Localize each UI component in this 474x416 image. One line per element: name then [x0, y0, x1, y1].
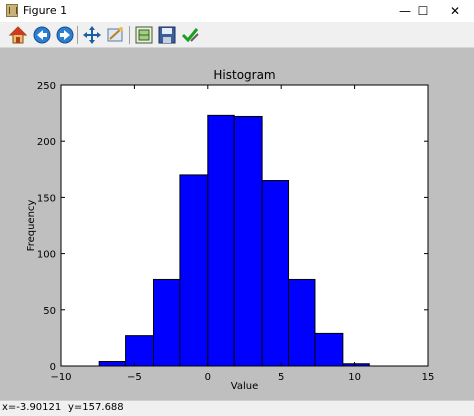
forward-icon	[56, 26, 74, 44]
x-tick-label: 5	[278, 372, 284, 383]
cursor-y-readout: y=157.688	[68, 402, 124, 413]
cursor-x-readout: x=-3.90121	[2, 402, 62, 413]
histogram-bar	[152, 278, 181, 367]
home-icon	[8, 26, 28, 44]
status-bar: x=-3.90121 y=157.688	[0, 400, 474, 416]
home-button[interactable]	[8, 25, 28, 45]
subplots-icon	[135, 26, 153, 44]
save-button[interactable]	[157, 25, 177, 45]
pan-icon	[83, 26, 101, 44]
edit-button[interactable]	[180, 25, 200, 45]
forward-button[interactable]	[55, 25, 75, 45]
pan-button[interactable]	[82, 25, 102, 45]
x-tick-label: 10	[348, 372, 361, 383]
x-tick-label: 15	[422, 372, 435, 383]
back-icon	[33, 26, 51, 44]
y-tick-label: 200	[37, 137, 56, 148]
histogram-bar	[207, 114, 235, 367]
histogram-bar	[314, 332, 344, 367]
edit-check-icon	[181, 28, 199, 43]
title-bar: Figure 1 — ☐ ✕	[0, 0, 474, 22]
x-tick-label: −5	[127, 372, 142, 383]
maximize-icon: ☐	[417, 4, 429, 18]
plot-frame	[60, 84, 429, 367]
histogram-bar	[98, 361, 127, 367]
x-axis-label: Value	[231, 381, 258, 392]
toolbar-separator	[129, 26, 130, 44]
y-tick-label: 50	[43, 306, 56, 317]
x-tick-label: −10	[50, 372, 71, 383]
back-button[interactable]	[32, 25, 52, 45]
y-tick-label: 100	[37, 250, 56, 261]
toolbar-separator	[77, 26, 78, 44]
close-button[interactable]: ✕	[432, 0, 474, 22]
save-icon	[158, 26, 176, 44]
y-tick-label: 150	[37, 193, 56, 204]
histogram-bar	[179, 174, 209, 367]
window-title: Figure 1	[23, 4, 68, 17]
histogram-bar	[288, 278, 316, 367]
maximize-button[interactable]: ☐	[400, 0, 446, 22]
histogram-bar	[125, 335, 154, 367]
x-tick-label: 0	[205, 372, 211, 383]
figure-canvas[interactable]: −10 −5 0 5 10 15 0 50 100 150 200 250 Histogram Va…	[0, 48, 474, 400]
chart-title: Histogram	[213, 68, 275, 82]
histogram-chart: −10 −5 0 5 10 15 0 50 100 150 200 250 Histogram Va…	[26, 68, 435, 392]
close-icon: ✕	[449, 4, 461, 18]
histogram-bar	[233, 115, 263, 367]
zoom-icon	[107, 27, 123, 42]
zoom-button[interactable]	[106, 25, 126, 45]
subplots-button[interactable]	[134, 25, 154, 45]
y-axis-label: Frequency	[26, 200, 37, 252]
app-icon	[6, 4, 18, 17]
minimize-button[interactable]: —	[382, 0, 428, 22]
minimize-icon: —	[399, 4, 411, 18]
y-tick-label: 0	[50, 362, 56, 373]
y-tick-label: 250	[37, 81, 56, 92]
navigation-toolbar	[0, 22, 474, 48]
histogram-bar	[261, 180, 290, 367]
